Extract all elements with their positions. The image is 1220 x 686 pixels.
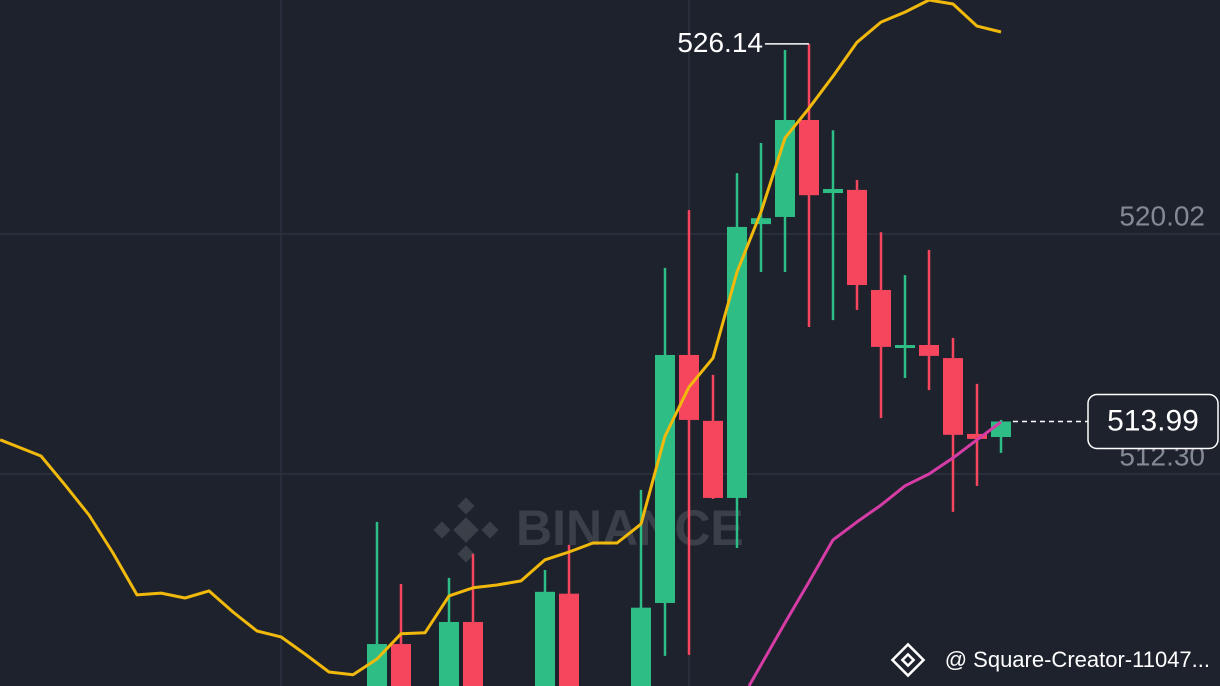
- candle-body: [870, 290, 891, 347]
- candle-body: [798, 119, 819, 196]
- candle-body: [918, 345, 939, 356]
- y-tick-label: 520.02: [1119, 200, 1205, 231]
- candle-body: [702, 420, 723, 498]
- candle-body: [966, 433, 987, 439]
- credit: @ Square-Creator-11047...: [890, 642, 1210, 678]
- moving-average: [747, 420, 1002, 686]
- candle-body: [774, 119, 795, 217]
- moving-average: [0, 0, 1002, 677]
- candle-body: [654, 354, 675, 604]
- last-price-label: 513.99: [1107, 404, 1199, 437]
- candle-body: [726, 226, 747, 498]
- candle-body: [534, 591, 555, 686]
- candle-body: [558, 593, 579, 686]
- credit-icon: [890, 642, 926, 678]
- candle-body: [822, 188, 843, 194]
- credit-text: @ Square-Creator-11047...: [945, 647, 1210, 672]
- last-price-box: [1087, 393, 1219, 450]
- candle-body: [846, 189, 867, 286]
- candle-body: [942, 358, 963, 435]
- candle-body: [462, 621, 483, 686]
- candle-body: [438, 621, 459, 686]
- candle-body: [390, 644, 411, 686]
- max-price-label: 526.14: [677, 27, 763, 58]
- watermark-text: BINANCE: [516, 500, 744, 556]
- candle-body: [750, 218, 771, 225]
- candle-body: [630, 607, 651, 686]
- candle-body: [894, 345, 915, 349]
- watermark: BINANCE: [433, 497, 744, 563]
